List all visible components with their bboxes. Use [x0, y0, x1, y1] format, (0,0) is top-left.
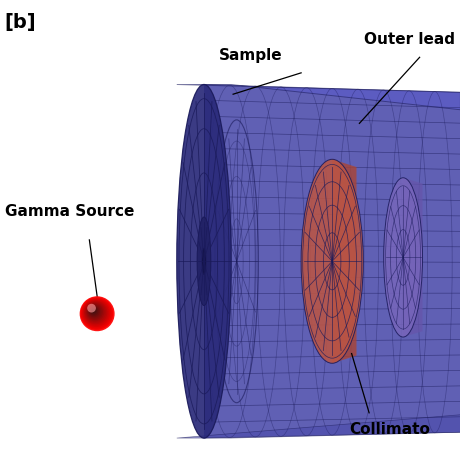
Text: Sample: Sample [219, 48, 282, 63]
Ellipse shape [301, 159, 363, 363]
Circle shape [90, 308, 97, 314]
Circle shape [80, 296, 115, 331]
Polygon shape [177, 84, 460, 110]
Circle shape [88, 305, 101, 319]
Text: Gamma Source: Gamma Source [5, 204, 134, 219]
Ellipse shape [202, 248, 206, 274]
Circle shape [89, 307, 99, 316]
Circle shape [82, 299, 110, 327]
Circle shape [83, 300, 109, 326]
Polygon shape [204, 84, 460, 438]
Text: Outer lead: Outer lead [364, 32, 455, 47]
Circle shape [84, 301, 107, 324]
Text: [b]: [b] [5, 13, 36, 32]
Polygon shape [403, 178, 422, 337]
Circle shape [86, 303, 104, 321]
Polygon shape [177, 415, 460, 438]
Circle shape [91, 309, 96, 313]
Circle shape [87, 304, 103, 320]
Circle shape [81, 297, 113, 330]
Ellipse shape [177, 84, 231, 438]
Circle shape [85, 302, 106, 323]
Circle shape [82, 298, 112, 328]
Ellipse shape [197, 217, 211, 305]
Polygon shape [332, 159, 356, 363]
Circle shape [88, 306, 100, 317]
Circle shape [87, 304, 96, 312]
Ellipse shape [383, 178, 422, 337]
Circle shape [92, 310, 94, 311]
Text: Collimato: Collimato [350, 422, 430, 437]
